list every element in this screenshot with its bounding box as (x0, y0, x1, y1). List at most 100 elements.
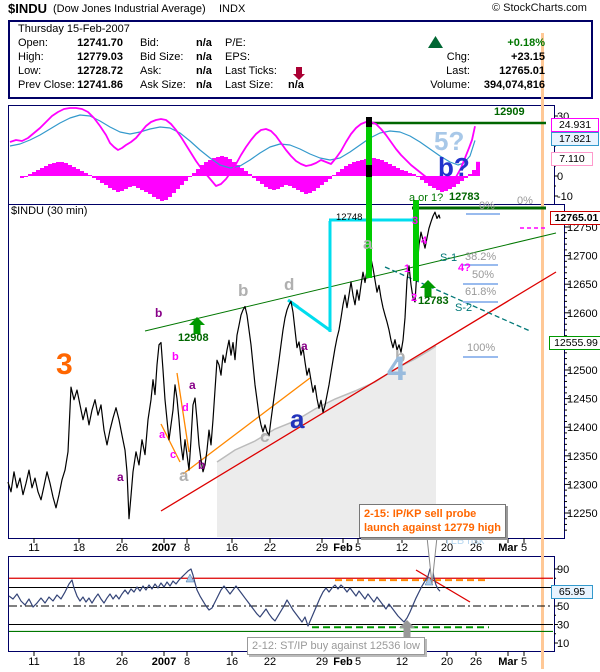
annotation-label: S-1 (440, 252, 458, 264)
axis-label: 90 (557, 564, 569, 576)
annotation-label: S-2 (455, 302, 473, 314)
marker-icon (424, 576, 434, 586)
annotation-label: a (159, 429, 166, 441)
axis-label: Mar (498, 542, 518, 554)
annotation-label: a (363, 234, 373, 253)
annotation-label: a (189, 378, 196, 392)
quote-label: Ask: (140, 65, 162, 77)
axis-label: 18 (73, 656, 85, 668)
quote-label: Bid: (140, 37, 159, 49)
annotation-label: d (284, 275, 295, 294)
annotation-label: b (238, 281, 249, 300)
sell-callout-line1: 2-15: IP/KP sell probe (364, 508, 477, 520)
quote-date: Thursday 15-Feb-2007 (18, 23, 130, 35)
annotation-label: c (260, 427, 270, 446)
axis-label: 5 (521, 542, 527, 554)
axis-label: -10 (557, 191, 573, 203)
axis-label: 16 (226, 542, 238, 554)
quote-value: 12728.72 (77, 65, 123, 77)
axis-label: 5 (521, 656, 527, 668)
axis-label: 22 (264, 656, 276, 668)
annotation-label: c (170, 449, 177, 461)
annotation-label: 4 (387, 350, 406, 388)
axis-label: 12450 (567, 394, 598, 406)
axis-label: 2007 (152, 542, 176, 554)
quote-value: n/a (196, 79, 212, 91)
axis-label: 5 (355, 542, 361, 554)
axis-label: 12350 (567, 451, 598, 463)
axis-label: 12400 (567, 422, 598, 434)
down-arrow-icon (293, 67, 305, 80)
axis-label: 20 (441, 542, 453, 554)
up-arrow-icon (399, 620, 415, 637)
quote-label: Last Ticks: (225, 65, 277, 77)
marker-icon (185, 573, 195, 583)
axis-label: 0 (557, 171, 563, 183)
axis-label: 8 (184, 656, 190, 668)
quote-summary-box (8, 20, 593, 99)
quote-label: High: (18, 51, 44, 63)
oscillator-panel (8, 556, 555, 652)
annotation-label: 3 (56, 348, 73, 381)
annotation-label: 12909 (494, 106, 525, 118)
annotation-label: d (182, 402, 189, 414)
axis-label: 26 (470, 542, 482, 554)
quote-value: 12765.01 (499, 65, 545, 77)
axis-value-box: 12765.01 (550, 211, 600, 225)
copyright: © StockCharts.com (492, 2, 587, 14)
main-panel-title: $INDU (30 min) (11, 205, 88, 217)
axis-label: 12500 (567, 365, 598, 377)
quote-value: 394,074,816 (483, 79, 545, 91)
axis-label: 12250 (567, 508, 598, 520)
axis-value-box: 12555.99 (549, 336, 600, 350)
annotation-label: 4? (458, 262, 471, 274)
quote-value: +0.18% (507, 37, 545, 49)
annotation-label: b (155, 306, 163, 320)
quote-label: EPS: (225, 51, 251, 63)
axis-label: 11 (28, 542, 39, 554)
current-time-cursor-line (541, 33, 544, 669)
buy-callout-text: 2-12: ST/IP buy against 12536 low (252, 640, 420, 652)
annotation-label: a (290, 404, 305, 434)
axis-label: 12 (396, 656, 408, 668)
axis-label: 12750 (567, 222, 598, 234)
annotation-label: b (395, 347, 406, 366)
annotation-label: 5? (434, 126, 465, 156)
sell-callout-line2: launch against 12779 high (364, 522, 501, 534)
axis-label: 29 (316, 656, 328, 668)
quote-value: 12741.70 (77, 37, 123, 49)
quote-label: Last Size: (225, 79, 274, 91)
axis-label: Feb (333, 656, 353, 668)
axis-label: 20 (441, 656, 453, 668)
annotation-label: 12748 (336, 212, 363, 223)
annotation-label: TLB risk (444, 535, 485, 547)
sell-probe-callout: 2-15: IP/KP sell probe launch against 12… (359, 504, 506, 538)
axis-label: 12300 (567, 479, 598, 491)
quote-label: Open: (18, 37, 48, 49)
axis-label: 50 (557, 601, 569, 613)
axis-label: 22 (264, 542, 276, 554)
quote-label: Ask Size: (140, 79, 186, 91)
axis-value-box: 65.95 (551, 585, 593, 599)
symbol-name: (Dow Jones Industrial Average) (53, 3, 206, 15)
quote-label: Chg: (446, 51, 470, 63)
axis-label: 12 (396, 542, 408, 554)
axis-value-box: 7.110 (551, 152, 593, 166)
quote-label: Volume: (430, 79, 470, 91)
up-arrow-icon (420, 280, 436, 297)
annotation-label: 12783 (449, 191, 480, 203)
annotation-label: b (198, 458, 206, 472)
axis-label: 26 (116, 656, 128, 668)
annotation-label: 0% (517, 195, 533, 207)
quote-value: +23.15 (511, 51, 545, 63)
annotation-label: 100% (467, 342, 496, 354)
buy-callout: 2-12: ST/IP buy against 12536 low (247, 637, 425, 655)
annotation-label: a (117, 470, 124, 484)
quote-label: Low: (18, 65, 42, 77)
axis-label: 26 (470, 656, 482, 668)
up-arrow-icon (189, 317, 205, 334)
axis-label: 18 (73, 542, 85, 554)
annotation-label: b? (438, 152, 470, 182)
macd-indicator-panel (8, 105, 555, 205)
